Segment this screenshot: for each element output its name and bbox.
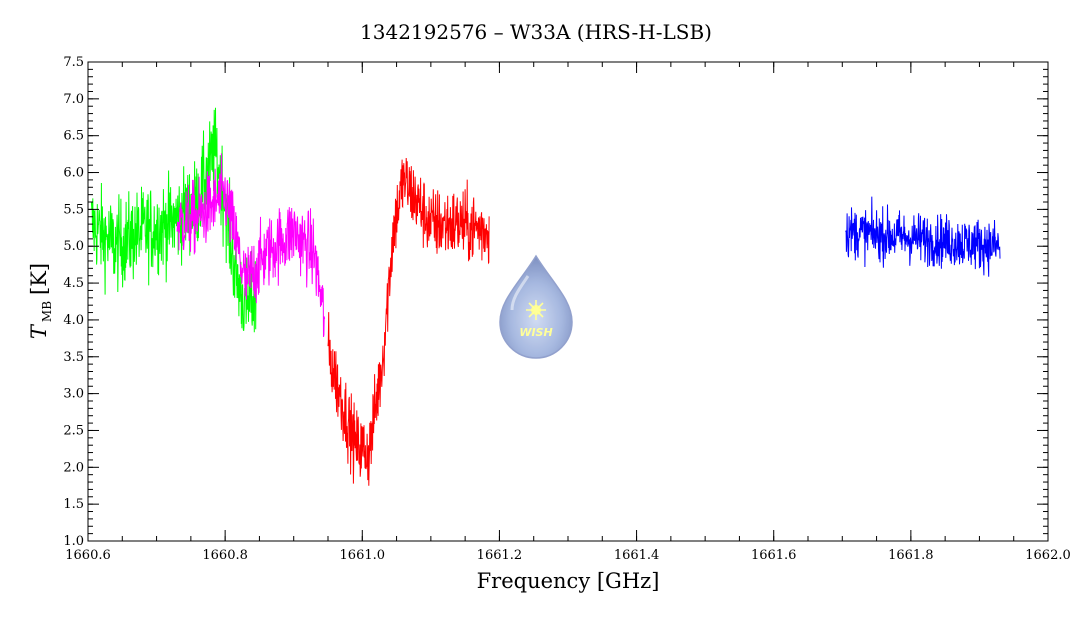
spectrum-series-4 xyxy=(845,196,1001,277)
y-tick-label: 6.5 xyxy=(63,129,84,144)
y-tick-label: 2.5 xyxy=(63,423,84,438)
x-tick-label: 1661.2 xyxy=(477,548,523,563)
logo-text: WISH xyxy=(519,326,552,339)
y-axis-subscript: MB xyxy=(40,301,54,322)
y-tick-label: 7.5 xyxy=(63,55,84,70)
y-tick-label: 4.5 xyxy=(63,276,84,291)
spectrum-series-2 xyxy=(176,153,326,337)
y-tick-label: 1.0 xyxy=(63,534,84,549)
y-tick-label: 3.5 xyxy=(63,350,84,365)
y-tick-label: 5.5 xyxy=(63,202,84,217)
plot-frame xyxy=(87,61,1049,542)
y-tick-label: 5.0 xyxy=(63,239,84,254)
y-tick-label: 4.0 xyxy=(63,313,84,328)
spectrum-series-3 xyxy=(327,157,490,486)
y-tick-label: 1.5 xyxy=(63,497,84,512)
star-icon xyxy=(526,300,546,320)
y-tick-label: 6.0 xyxy=(63,166,84,181)
x-tick-label: 1662.0 xyxy=(1025,548,1071,563)
y-tick-label: 3.0 xyxy=(63,387,84,402)
y-axis-title: TMB [K] xyxy=(27,263,54,339)
y-axis-unit: [K] xyxy=(27,263,51,295)
y-tick-label: 7.0 xyxy=(63,92,84,107)
x-axis-title: Frequency [GHz] xyxy=(477,569,660,593)
spectrum-series-1 xyxy=(90,107,257,333)
x-tick-label: 1661.6 xyxy=(751,548,797,563)
drop-highlight xyxy=(510,275,530,311)
chart-title: 1342192576 – W33A (HRS-H-LSB) xyxy=(360,20,712,44)
x-tick-label: 1660.6 xyxy=(65,548,111,563)
y-axis-symbol: T xyxy=(27,323,51,339)
ticks-layer: 1660.6 1660.8 1661.0 1661.2 1661.4 1661.6 1661… xyxy=(63,55,1070,563)
x-tick-label: 1660.8 xyxy=(202,548,248,563)
x-tick-label: 1661.0 xyxy=(340,548,386,563)
x-tick-label: 1661.4 xyxy=(614,548,660,563)
y-tick-label: 2.0 xyxy=(63,460,84,475)
wish-logo: WISH xyxy=(499,254,573,359)
x-tick-label: 1661.8 xyxy=(888,548,934,563)
series-layer xyxy=(90,107,1001,486)
